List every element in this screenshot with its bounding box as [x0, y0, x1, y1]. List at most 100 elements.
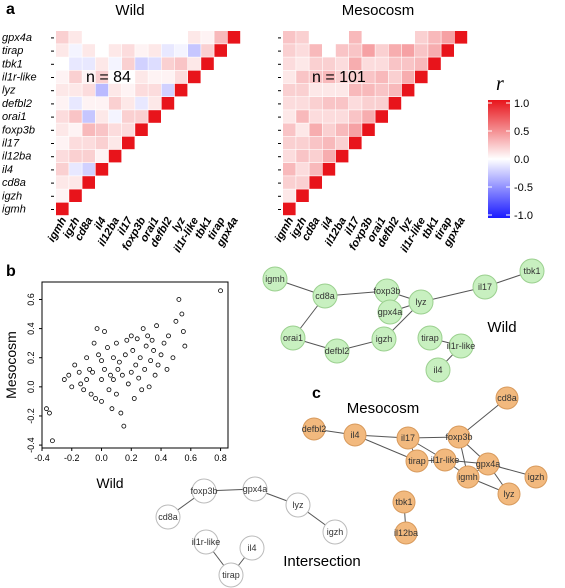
- heatmap-cell: [95, 97, 109, 110]
- heatmap-cell: [122, 110, 135, 123]
- heatmap-cell: [283, 149, 296, 163]
- network-node: [280, 325, 306, 351]
- scatter-point: [108, 372, 113, 378]
- heatmap-cell: [69, 70, 82, 84]
- color-legend: r 1.0 0.5 0.0 -0.5 -1.0: [488, 73, 533, 222]
- scatter-point: [84, 377, 90, 382]
- legend-tick: 1.0: [514, 98, 529, 110]
- heatmap-cell: [362, 97, 375, 110]
- heatmap-title-mesocosm: Mesocosm: [342, 2, 415, 19]
- scatter-point: [76, 369, 82, 375]
- scatter-point: [44, 406, 49, 412]
- heatmap-cell: [174, 70, 188, 84]
- heatmap-title-wild: Wild: [115, 2, 144, 19]
- network-intersection: foxp3b gpx4a cd8a lyz igzh il1r-like il4 tirap I…: [155, 476, 361, 588]
- y-tick-label: 0.0: [26, 381, 36, 394]
- heatmap-cell: [349, 136, 362, 150]
- heatmap-cell: [335, 44, 349, 57]
- heatmap-cell: [108, 123, 122, 136]
- scatter-point: [47, 410, 52, 416]
- legend-tick: -0.5: [514, 182, 533, 194]
- heatmap-cell: [335, 149, 349, 163]
- heatmap-cell: [135, 44, 148, 57]
- network-node-label: tbk1: [523, 266, 540, 276]
- heatmap-cell: [69, 31, 82, 44]
- heatmap-cell: [108, 136, 122, 150]
- heatmap-cell: [148, 44, 161, 57]
- heatmap-cell: [201, 57, 214, 70]
- network-node: [191, 478, 217, 504]
- heatmap-cell: [309, 176, 322, 189]
- heatmap-cell: [69, 110, 82, 123]
- scatter-point: [149, 337, 155, 343]
- network-node-label: defbl2: [325, 346, 350, 356]
- network-label: Intersection: [283, 553, 361, 570]
- heatmap-cell: [82, 44, 95, 57]
- heatmap-cell: [349, 97, 362, 110]
- heatmap-cell: [161, 44, 175, 57]
- heatmap-cell: [388, 44, 402, 57]
- heatmap-cell: [161, 70, 175, 84]
- heatmap-cell: [188, 31, 201, 44]
- panel-label-b: b: [6, 263, 16, 280]
- heatmap-cell: [349, 57, 362, 70]
- heatmap-cell: [401, 44, 415, 57]
- network-node: [405, 449, 429, 473]
- x-tick-label: 0.0: [95, 453, 108, 463]
- heatmap-cell: [309, 163, 322, 176]
- scatter-point: [118, 410, 124, 416]
- scatter-point: [72, 362, 78, 368]
- heatmap-cell: [69, 44, 82, 57]
- scatter-point: [170, 355, 176, 361]
- heatmap-cell: [362, 44, 375, 57]
- heatmap-cell: [283, 83, 296, 97]
- heatmap-cell: [322, 44, 336, 57]
- heatmap-cell: [296, 110, 309, 123]
- heatmap-cell: [95, 44, 109, 57]
- heatmap-cell: [95, 70, 109, 84]
- heatmap-cell: [388, 83, 402, 97]
- heatmap-cell: [82, 123, 95, 136]
- scatter-point: [99, 399, 104, 404]
- heatmap-cell: [322, 163, 336, 176]
- panel-label-c: c: [312, 385, 321, 402]
- heatmap-cell: [188, 44, 201, 57]
- scatter-point: [152, 372, 158, 378]
- scatter-point: [133, 362, 139, 368]
- scatter-point: [99, 358, 104, 364]
- scatter-point: [158, 352, 164, 358]
- heatmap-cell: [108, 110, 122, 123]
- row-label: cd8a: [2, 177, 26, 189]
- scatter-point: [69, 384, 75, 390]
- scatter-point: [173, 318, 179, 324]
- heatmap-cell: [322, 31, 336, 44]
- heatmap-cell: [335, 70, 349, 84]
- heatmap-cell: [108, 97, 122, 110]
- heatmap-cell: [335, 110, 349, 123]
- network-node: [495, 386, 519, 410]
- heatmap-cell: [309, 149, 322, 163]
- heatmap-cell: [401, 57, 415, 70]
- heatmap-cell: [283, 163, 296, 176]
- heatmap-cell: [375, 70, 388, 84]
- heatmap-cell: [214, 44, 227, 57]
- scatter-point: [94, 326, 100, 331]
- heatmap-cell: [214, 31, 227, 44]
- network-node-label: foxp3b: [373, 286, 400, 296]
- network-node-label: lyz: [504, 489, 515, 499]
- network-node: [394, 521, 418, 545]
- heatmap-cell: [108, 149, 122, 163]
- heatmap-cell: [375, 44, 388, 57]
- network-node-label: il17: [401, 433, 415, 443]
- scatter-point: [50, 438, 55, 444]
- heatmap-cell: [82, 83, 95, 97]
- heatmap-cell: [454, 31, 468, 44]
- scatter-point: [145, 333, 151, 339]
- heatmap-cell: [322, 149, 336, 163]
- heatmap-cell: [56, 136, 69, 150]
- heatmap-cell: [82, 57, 95, 70]
- heatmap-cell: [82, 163, 95, 176]
- column-label: il4: [92, 215, 109, 232]
